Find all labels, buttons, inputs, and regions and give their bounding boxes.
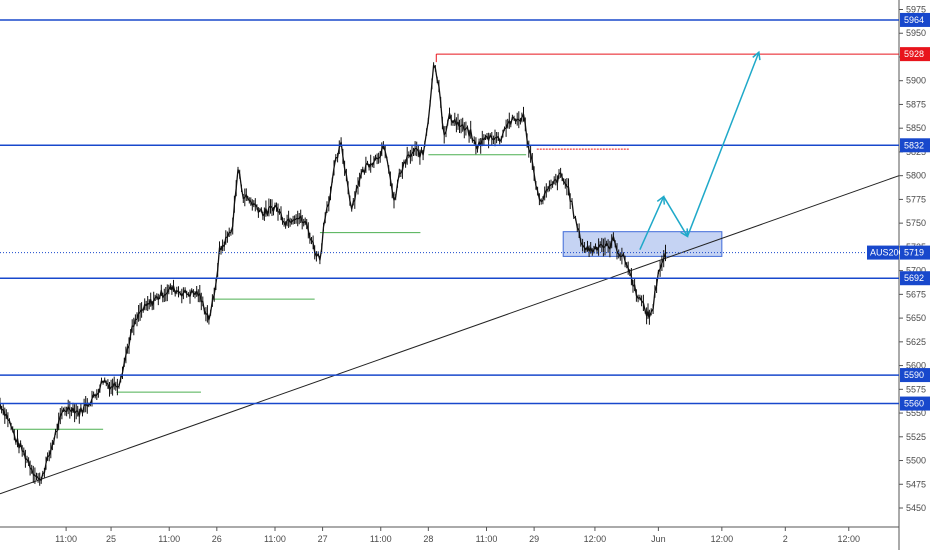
y-tick-label: 5850 [906,123,926,133]
x-tick-label: 11:00 [264,534,286,544]
price-series [0,62,668,486]
last-price-marker: AUS200 5719 [0,245,930,260]
x-tick-label: 28 [423,534,433,544]
x-tick-label: 11:00 [158,534,180,544]
ascending-trendline [0,175,900,495]
y-tick-label: 5525 [906,432,926,442]
level-label: 5692 [904,273,924,283]
y-tick-label: 5750 [906,218,926,228]
x-tick-label: 25 [106,534,116,544]
level-label: 5590 [904,370,924,380]
x-tick-label: 27 [318,534,328,544]
level-label-box [900,271,930,286]
x-tick-label: 2 [783,534,788,544]
y-tick-label: 5950 [906,28,926,38]
y-tick-label: 5675 [906,289,926,299]
x-tick-label: 26 [212,534,222,544]
price-line [0,64,668,482]
x-tick-label: 11:00 [55,534,77,544]
y-tick-label: 5975 [906,4,926,14]
projection-arrowhead [752,50,761,61]
y-tick-label: 5625 [906,337,926,347]
level-label-box [900,138,930,153]
y-tick-label: 5700 [906,266,926,276]
y-tick-label: 5550 [906,408,926,418]
symbol-label: AUS200 [870,248,904,258]
y-tick-label: 5800 [906,171,926,181]
projection-segment [663,196,689,237]
level-label: 5832 [904,140,924,150]
projection-arrows[interactable] [639,50,761,251]
symbol-label-box [867,245,899,260]
y-tick-label: 5875 [906,99,926,109]
y-tick-label: 5900 [906,76,926,86]
y-tick-label: 5650 [906,313,926,323]
target-label: 5928 [904,49,924,59]
x-tick-label: 11:00 [370,534,392,544]
x-tick-label: 12:00 [837,534,860,544]
x-tick-label: 29 [529,534,539,544]
x-tick-label: 12:00 [711,534,734,544]
time-axis[interactable]: 11:00 25 11:00 26 11:00 27 11:00 28 11:00 29 12:00… [55,527,860,544]
y-tick-label: 5450 [906,503,926,513]
last-price-label: 5719 [904,248,924,258]
projection-segment [686,51,760,237]
projection-arrowhead [680,228,689,238]
y-tick-label: 5600 [906,361,926,371]
x-tick-label: 12:00 [584,534,607,544]
level-label-box [900,396,930,411]
level-label: 5560 [904,399,924,409]
target-label-box [900,47,930,62]
y-tick-label: 5575 [906,384,926,394]
x-tick-label: Jun [651,534,666,544]
level-label-box [900,368,930,383]
y-tick-label: 5475 [906,479,926,489]
y-tick-label: 5775 [906,194,926,204]
x-tick-label: 11:00 [476,534,498,544]
level-label: 5964 [904,15,924,25]
projection-segment [639,196,665,251]
y-tick-label: 5500 [906,456,926,466]
level-label-box [900,12,930,27]
horizontal-levels[interactable]: 5964 5832 5692 5590 5560 5928 [0,12,930,411]
trendline-group[interactable] [0,175,900,495]
last-price-box [900,245,930,260]
support-segments [13,148,630,430]
